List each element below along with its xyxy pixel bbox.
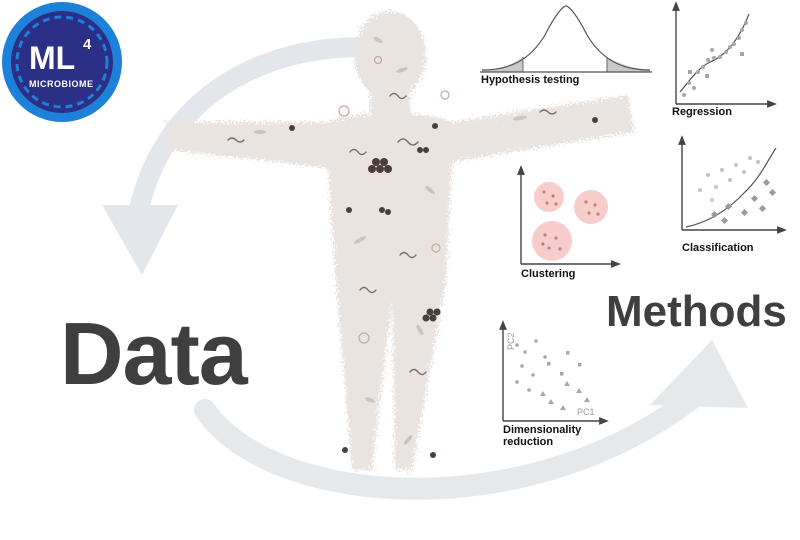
clustering-plot	[517, 165, 621, 268]
left-tail-area	[482, 57, 523, 72]
decision-boundary	[685, 147, 777, 228]
methods-label: Methods	[606, 287, 787, 336]
hypothesis-testing-plot	[480, 5, 652, 73]
upper-cycle-arrowhead	[102, 205, 178, 275]
upper-cycle-arrow	[130, 37, 393, 215]
cluster-1	[534, 182, 564, 212]
regression-plot	[672, 1, 777, 108]
hypothesis-testing-title: Hypothesis testing	[481, 74, 580, 86]
ml4-microbiome-logo: ML 4 MICROBIOME	[2, 2, 122, 122]
human-body-silhouette	[166, 11, 634, 470]
regression-curve	[679, 13, 750, 93]
cycle-arrows	[102, 37, 748, 500]
cluster-2	[574, 190, 608, 224]
data-label: Data	[60, 304, 248, 403]
classification-plot	[678, 135, 787, 234]
lower-cycle-arrowhead	[650, 340, 748, 408]
normal-curve	[481, 5, 651, 71]
right-tail-area	[607, 57, 650, 72]
dimensionality-reduction-title-line1: Dimensionality	[503, 424, 582, 436]
clustering-title: Clustering	[521, 268, 576, 280]
cluster-3	[532, 221, 572, 261]
dimensionality-reduction-title-line2: reduction	[503, 436, 554, 448]
logo-subtitle: MICROBIOME	[29, 79, 94, 89]
logo-superscript: 4	[83, 36, 92, 53]
lower-cycle-arrow	[194, 389, 701, 500]
dimensionality-reduction-plot: PC2 PC1	[499, 320, 609, 425]
logo-main-text: ML	[29, 40, 75, 76]
regression-title: Regression	[672, 106, 732, 118]
classification-title: Classification	[682, 242, 754, 254]
pc1-label: PC1	[577, 407, 595, 417]
pc2-label: PC2	[506, 332, 516, 350]
